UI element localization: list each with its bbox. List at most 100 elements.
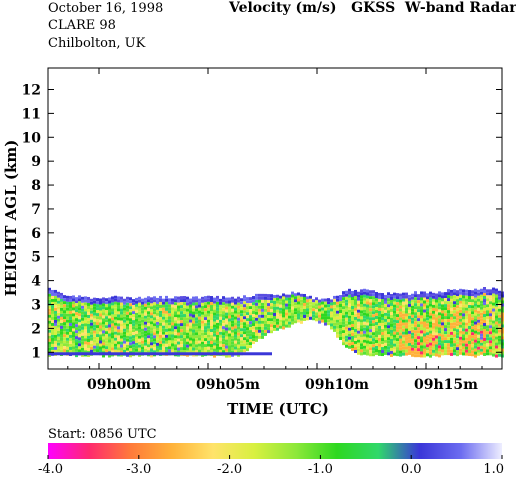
heatmap-cell [186, 299, 189, 303]
start-time-label: Start: 0856 UTC [48, 427, 157, 442]
heatmap-cell [240, 328, 243, 332]
heatmap-cell [480, 312, 483, 316]
heatmap-cell [282, 320, 285, 324]
heatmap-cell [183, 302, 186, 306]
heatmap-cell [495, 300, 498, 304]
heatmap-cell [231, 329, 234, 333]
heatmap-cell [111, 338, 114, 342]
heatmap-cell [441, 325, 444, 329]
heatmap-cell [342, 306, 345, 310]
heatmap-cell [150, 333, 153, 337]
heatmap-cell [483, 338, 486, 342]
heatmap-cell [168, 331, 171, 335]
heatmap-cell [393, 322, 396, 326]
heatmap-cell [165, 304, 168, 308]
heatmap-cell [489, 337, 492, 341]
heatmap-cell [393, 304, 396, 308]
heatmap-cell [165, 328, 168, 332]
heatmap-cell [438, 342, 441, 346]
heatmap-cell [144, 342, 147, 346]
heatmap-cell [375, 325, 378, 329]
heatmap-cell [402, 337, 405, 341]
heatmap-cell [492, 353, 495, 357]
heatmap-cell [189, 349, 192, 353]
heatmap-cell [291, 300, 294, 304]
heatmap-cell [399, 317, 402, 321]
heatmap-cell [381, 344, 384, 348]
heatmap-cell [186, 305, 189, 309]
heatmap-cell [240, 313, 243, 317]
heatmap-cell [264, 317, 267, 321]
heatmap-cell [57, 294, 60, 298]
heatmap-cell [180, 296, 183, 300]
heatmap-cell [162, 349, 165, 353]
heatmap-cell [243, 328, 246, 332]
heatmap-cell [492, 308, 495, 312]
heatmap-cell [69, 328, 72, 332]
heatmap-cell [153, 329, 156, 333]
heatmap-cell [399, 311, 402, 315]
heatmap-cell [453, 292, 456, 296]
heatmap-cell [447, 325, 450, 329]
heatmap-cell [177, 347, 180, 351]
heatmap-cell [219, 301, 222, 305]
heatmap-cell [90, 328, 93, 332]
heatmap-cell [159, 304, 162, 308]
heatmap-cell [111, 305, 114, 309]
heatmap-cell [492, 338, 495, 342]
heatmap-cell [372, 299, 375, 303]
heatmap-cell [402, 319, 405, 323]
heatmap-cell [132, 347, 135, 351]
heatmap-cell [192, 296, 195, 300]
heatmap-cell [360, 343, 363, 347]
x-tick-label: 09h10m [305, 377, 369, 393]
velocity-heatmap [48, 287, 504, 358]
heatmap-cell [60, 307, 63, 311]
heatmap-cell [459, 321, 462, 325]
heatmap-cell [153, 314, 156, 318]
heatmap-cell [480, 345, 483, 349]
heatmap-cell [477, 307, 480, 311]
heatmap-cell [384, 351, 387, 355]
heatmap-cell [222, 314, 225, 318]
heatmap-cell [108, 300, 111, 304]
heatmap-cell [165, 325, 168, 329]
heatmap-cell [132, 317, 135, 321]
heatmap-cell [384, 297, 387, 301]
heatmap-cell [489, 331, 492, 335]
heatmap-cell [81, 335, 84, 339]
heatmap-cell [417, 330, 420, 334]
heatmap-cell [228, 348, 231, 352]
heatmap-cell [366, 289, 369, 293]
heatmap-cell [285, 312, 288, 316]
heatmap-cell [105, 343, 108, 347]
heatmap-cell [129, 300, 132, 304]
heatmap-cell [333, 304, 336, 308]
heatmap-cell [354, 292, 357, 296]
heatmap-cell [138, 341, 141, 345]
heatmap-cell [213, 309, 216, 313]
heatmap-cell [63, 298, 66, 302]
heatmap-cell [423, 330, 426, 334]
heatmap-cell [459, 291, 462, 295]
heatmap-cell [468, 313, 471, 317]
heatmap-cell [72, 343, 75, 347]
heatmap-cell [195, 320, 198, 324]
heatmap-cell [255, 335, 258, 339]
heatmap-cell [240, 349, 243, 353]
heatmap-cell [63, 304, 66, 308]
heatmap-cell [375, 349, 378, 353]
heatmap-cell [258, 299, 261, 303]
heatmap-cell [459, 315, 462, 319]
heatmap-cell [438, 312, 441, 316]
heatmap-cell [393, 340, 396, 344]
heatmap-cell [435, 293, 438, 297]
heatmap-cell [363, 345, 366, 349]
heatmap-cell [411, 350, 414, 354]
heatmap-cell [441, 334, 444, 338]
heatmap-cell [96, 334, 99, 338]
heatmap-cell [348, 336, 351, 340]
heatmap-cell [69, 310, 72, 314]
heatmap-cell [246, 318, 249, 322]
heatmap-cell [204, 326, 207, 330]
